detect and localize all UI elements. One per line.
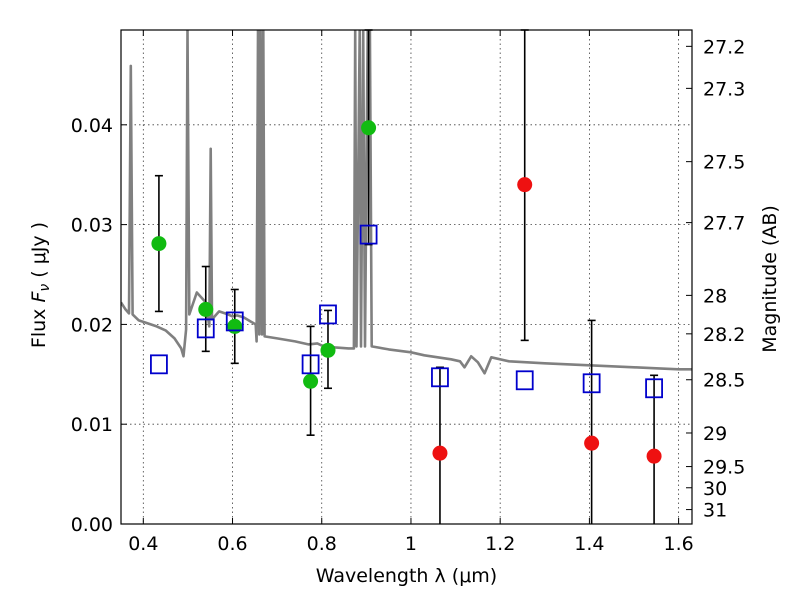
mag-tick-label: 31 <box>703 500 727 522</box>
green-point <box>361 120 377 136</box>
axis-ticks <box>121 30 692 525</box>
x-tick-label: 0.4 <box>128 533 158 555</box>
red-point <box>646 448 662 464</box>
red-point <box>517 177 533 193</box>
x-tick-label: 1.6 <box>664 533 694 555</box>
blue-model-square <box>301 354 320 375</box>
x-axis-title: Wavelength λ (μm) <box>316 565 497 587</box>
green-point <box>227 318 243 334</box>
y-axis-title-suffix: ( μJy ) <box>28 222 50 284</box>
blue-model-square <box>431 367 449 388</box>
blue-model-square <box>196 318 215 339</box>
red-point <box>584 435 600 451</box>
x-tick-label: 0.6 <box>217 533 247 555</box>
y-axis-title-prefix: Flux <box>28 303 50 349</box>
mag-tick-label: 29.5 <box>703 457 745 479</box>
y-tick-label: 0.00 <box>71 514 113 536</box>
green-point <box>320 342 336 358</box>
y-tick-label: 0.02 <box>71 314 113 336</box>
green-point <box>198 301 214 317</box>
mag-tick-label: 28.2 <box>703 324 745 346</box>
green-point <box>303 373 319 389</box>
mag-tick-label: 27.5 <box>703 152 745 174</box>
y-axis-title-subscript: ν <box>37 284 53 292</box>
y-axis-title-symbol: F <box>28 291 50 303</box>
plot-frame <box>120 29 693 525</box>
mag-tick-label: 28.5 <box>703 370 745 392</box>
model-spectrum-line <box>121 30 692 375</box>
y-tick-label: 0.01 <box>71 414 113 436</box>
y-tick-label: 0.04 <box>71 115 113 137</box>
mag-tick-label: 30 <box>703 478 727 500</box>
x-tick-label: 1.2 <box>485 533 515 555</box>
mag-tick-label: 29 <box>703 423 727 445</box>
mag-tick-label: 27.3 <box>703 78 745 100</box>
model-spectrum-layer <box>121 30 692 375</box>
x-tick-label: 0.8 <box>307 533 337 555</box>
blue-model-square <box>645 378 663 399</box>
blue-model-square <box>359 224 378 245</box>
mag-tick-label: 27.2 <box>703 36 745 58</box>
green-point <box>151 236 167 252</box>
blue-model-square <box>582 373 601 394</box>
y-axis-title: Flux Fν ( μJy ) <box>28 222 53 348</box>
blue-model-square <box>150 354 168 375</box>
mag-tick-label: 28 <box>703 285 727 307</box>
mag-tick-label: 27.7 <box>703 213 745 235</box>
blue-model-square <box>225 311 244 332</box>
tick-labels: 0.4 0.6 0.8 1 1.2 1.4 1.6 0.00 0.01 0.02 0.03 0.04 2… <box>71 36 746 555</box>
y-tick-label: 0.03 <box>71 215 113 237</box>
blue-model-square <box>515 370 534 391</box>
y2-axis-title: Magnitude (AB) <box>759 205 781 353</box>
data-markers <box>150 120 663 464</box>
x-tick-label: 1.4 <box>574 533 604 555</box>
red-point <box>432 445 448 461</box>
x-tick-label: 1 <box>405 533 417 555</box>
blue-model-square <box>319 304 337 325</box>
